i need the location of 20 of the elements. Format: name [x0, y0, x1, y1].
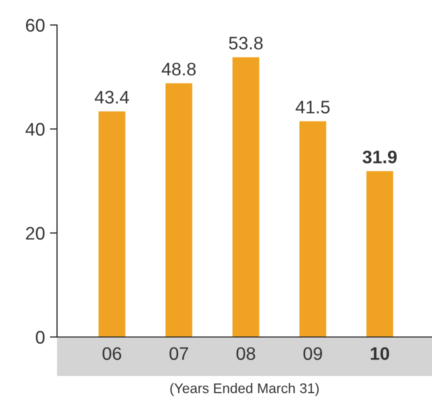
data-label: 53.8 [229, 36, 263, 50]
data-label: 48.8 [162, 62, 196, 76]
x-tick-label: 08 [236, 347, 256, 360]
bar [299, 121, 326, 337]
data-label: 41.5 [296, 100, 330, 114]
x-tick-label: 10 [370, 347, 390, 360]
y-tick-label: 60 [26, 18, 45, 32]
x-tick-label: 07 [170, 347, 188, 360]
data-label: 31.9 [362, 150, 397, 164]
y-tick-label: 40 [26, 122, 45, 136]
data-label: 43.4 [94, 90, 129, 104]
bar [366, 171, 394, 337]
x-axis-title: (Years Ended March 31) [170, 383, 319, 396]
bar [98, 111, 126, 337]
x-tick-label: 06 [102, 347, 122, 360]
x-tick-label: 09 [303, 347, 322, 360]
bar [232, 57, 260, 337]
y-tick-label: 0 [36, 330, 45, 344]
y-tick-label: 20 [26, 226, 45, 240]
bar [166, 83, 192, 337]
